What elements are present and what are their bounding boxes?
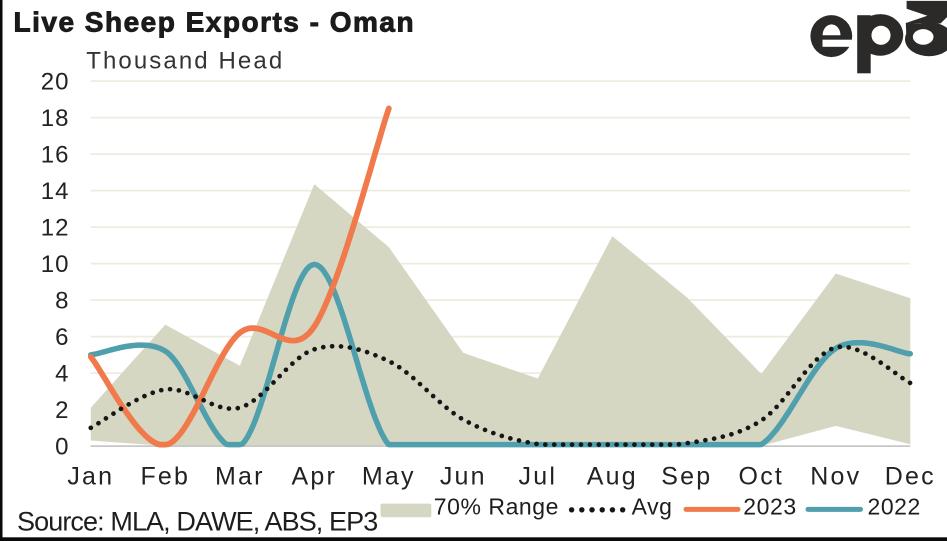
svg-text:0: 0 xyxy=(55,434,69,461)
svg-text:8: 8 xyxy=(55,288,69,315)
svg-text:18: 18 xyxy=(41,105,70,132)
svg-text:20: 20 xyxy=(41,69,70,96)
svg-text:Sep: Sep xyxy=(661,463,712,491)
svg-text:Jan: Jan xyxy=(67,463,114,491)
svg-text:10: 10 xyxy=(41,251,70,278)
svg-text:Jun: Jun xyxy=(440,463,487,491)
svg-text:Nov: Nov xyxy=(810,463,861,491)
svg-text:6: 6 xyxy=(55,324,69,351)
svg-text:70% Range: 70% Range xyxy=(434,493,559,519)
svg-text:Mar: Mar xyxy=(215,463,265,491)
svg-text:Source: MLA, DAWE, ABS, EP3: Source: MLA, DAWE, ABS, EP3 xyxy=(17,506,377,536)
svg-text:May: May xyxy=(362,463,416,491)
svg-text:Apr: Apr xyxy=(292,463,338,491)
svg-text:2023: 2023 xyxy=(743,493,796,519)
svg-text:Oct: Oct xyxy=(739,463,785,491)
svg-text:Aug: Aug xyxy=(587,463,638,491)
svg-text:Feb: Feb xyxy=(140,463,190,491)
svg-text:2: 2 xyxy=(55,397,69,424)
svg-text:Avg: Avg xyxy=(632,493,673,519)
svg-text:4: 4 xyxy=(55,361,69,388)
svg-text:Dec: Dec xyxy=(885,463,936,491)
svg-text:12: 12 xyxy=(41,215,70,242)
svg-text:Jul: Jul xyxy=(519,463,558,491)
svg-text:16: 16 xyxy=(41,142,70,169)
svg-text:Live Sheep Exports - Oman: Live Sheep Exports - Oman xyxy=(14,7,416,38)
svg-text:2022: 2022 xyxy=(868,493,921,519)
svg-text:Thousand Head: Thousand Head xyxy=(86,48,284,75)
svg-text:14: 14 xyxy=(41,178,70,205)
